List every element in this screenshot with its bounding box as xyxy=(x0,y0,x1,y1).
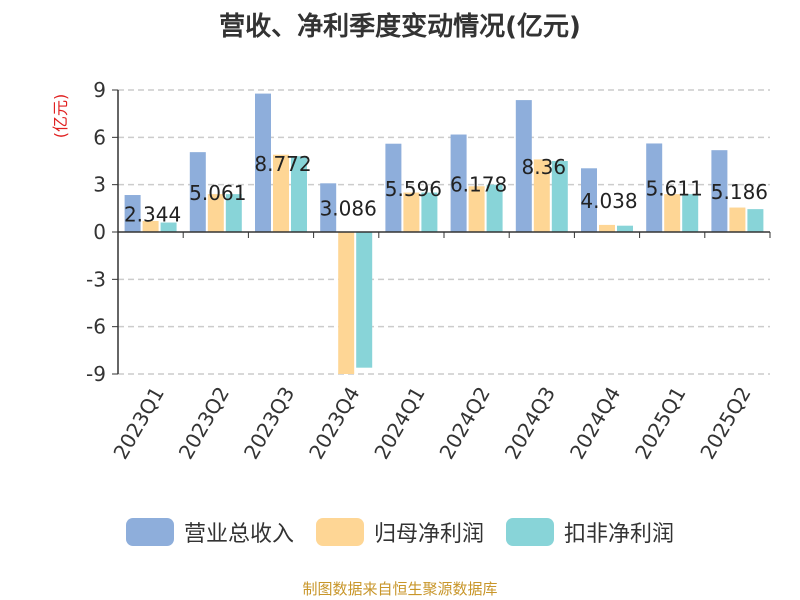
y-axis-label: (亿元) xyxy=(51,94,70,139)
x-tick-label: 2023Q4 xyxy=(304,383,364,464)
legend-label: 扣非净利润 xyxy=(564,516,674,548)
bar-2023Q4-s2 xyxy=(338,232,354,374)
legend-label: 营业总收入 xyxy=(184,516,294,548)
legend-label: 归母净利润 xyxy=(374,516,484,548)
data-label-2024Q1: 5.596 xyxy=(385,177,442,201)
y-tick-label: 9 xyxy=(93,78,106,102)
data-label-2023Q1: 2.344 xyxy=(124,203,181,227)
bar-2024Q4-s2 xyxy=(599,225,615,232)
legend-swatch xyxy=(506,518,554,546)
legend-swatch xyxy=(126,518,174,546)
legend: 营业总收入 归母净利润 扣非净利润 xyxy=(0,516,800,548)
y-tick-label: -3 xyxy=(86,267,106,291)
data-label-2024Q4: 4.038 xyxy=(580,189,637,213)
bar-2024Q4-s3 xyxy=(617,226,633,232)
legend-item-1[interactable]: 营业总收入 xyxy=(126,516,294,548)
data-label-2023Q2: 5.061 xyxy=(189,181,246,205)
legend-item-2[interactable]: 归母净利润 xyxy=(316,516,484,548)
chart-title: 营收、净利季度变动情况(亿元) xyxy=(0,6,800,43)
x-tick-label: 2024Q2 xyxy=(434,382,494,463)
legend-item-3[interactable]: 扣非净利润 xyxy=(506,516,674,548)
x-tick-label: 2023Q1 xyxy=(108,383,168,464)
y-tick-label: -6 xyxy=(86,315,106,339)
data-label-2025Q1: 5.611 xyxy=(646,177,703,201)
data-label-2023Q3: 8.772 xyxy=(254,152,311,176)
data-label-2023Q4: 3.086 xyxy=(320,197,377,221)
y-tick-label: 3 xyxy=(93,173,106,197)
legend-swatch xyxy=(316,518,364,546)
source-note: 制图数据来自恒生聚源数据库 xyxy=(0,578,800,599)
x-tick-label: 2025Q1 xyxy=(630,383,690,464)
y-tick-label: -9 xyxy=(86,362,106,386)
x-tick-label: 2024Q3 xyxy=(500,383,560,464)
x-tick-label: 2024Q4 xyxy=(565,383,625,464)
x-tick-label: 2024Q1 xyxy=(369,383,429,464)
data-label-2024Q3: 8.36 xyxy=(522,155,567,179)
x-tick-label: 2023Q2 xyxy=(174,383,234,464)
bar-2025Q2-s3 xyxy=(747,209,763,232)
data-label-2025Q2: 5.186 xyxy=(711,180,768,204)
y-tick-label: 6 xyxy=(93,125,106,149)
x-tick-label: 2023Q3 xyxy=(239,383,299,464)
y-tick-label: 0 xyxy=(93,220,106,244)
bar-2025Q2-s2 xyxy=(729,208,745,232)
data-label-2024Q2: 6.178 xyxy=(450,172,507,196)
x-tick-label: 2025Q2 xyxy=(695,383,755,464)
bar-2023Q4-s3 xyxy=(356,232,372,368)
